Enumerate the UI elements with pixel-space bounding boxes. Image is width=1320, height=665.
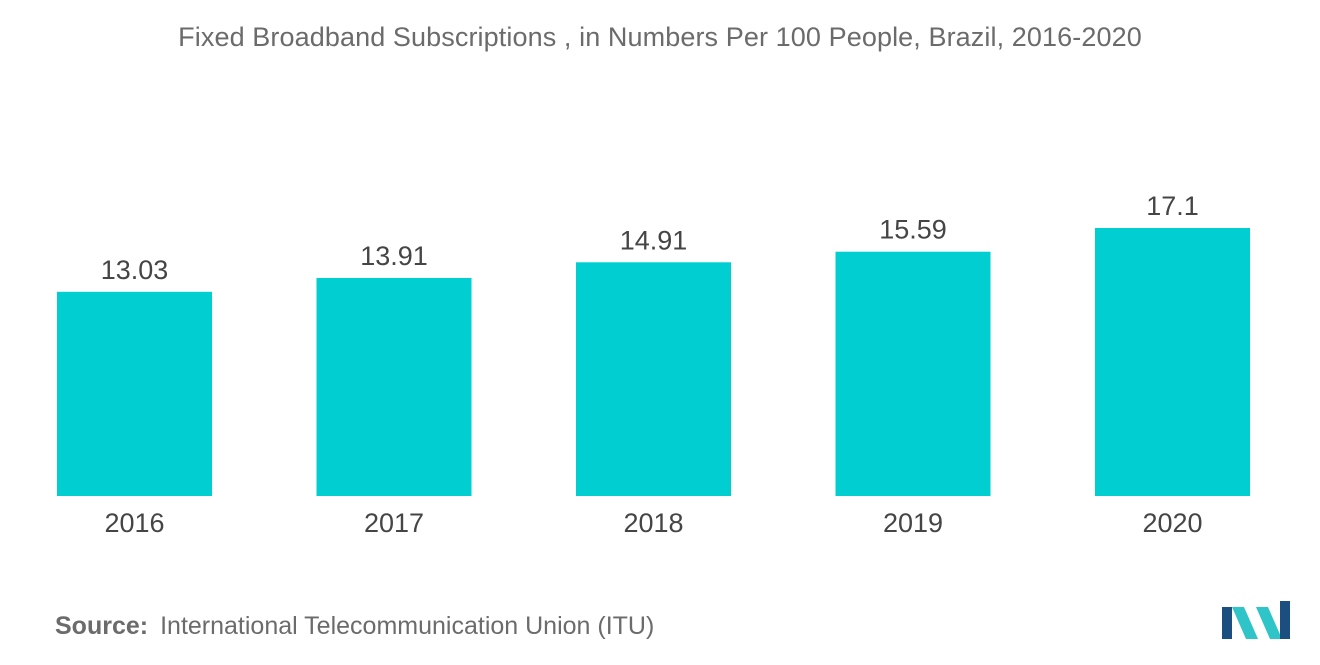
source-label: Source: [55, 612, 149, 640]
bars-group [57, 228, 1250, 496]
logo-right-diagonal [1256, 607, 1282, 639]
category-label-2019: 2019 [883, 508, 943, 538]
logo-right-stroke [1280, 601, 1290, 639]
value-label-2017: 13.91 [360, 241, 428, 271]
category-label-2018: 2018 [623, 508, 683, 538]
source-note: Source: International Telecommunication U… [55, 612, 654, 641]
bar-2019 [835, 251, 991, 496]
mordor-intelligence-logo-icon [1222, 601, 1290, 639]
category-label-2020: 2020 [1142, 508, 1202, 538]
category-label-2017: 2017 [364, 508, 424, 538]
source-text: International Telecommunication Union (I… [160, 612, 655, 640]
logo-left-stroke [1222, 607, 1232, 639]
category-labels-group: 2016 2017 2018 2019 2020 [104, 508, 1202, 538]
value-label-2020: 17.1 [1146, 191, 1199, 221]
value-labels-group: 13.03 13.91 14.91 15.59 17.1 [101, 191, 1199, 285]
category-label-2016: 2016 [104, 508, 164, 538]
value-label-2018: 14.91 [620, 225, 688, 255]
bar-2016 [57, 291, 212, 496]
logo-left-diagonal [1232, 607, 1258, 639]
bar-2017 [316, 278, 472, 496]
chart-title: Fixed Broadband Subscriptions , in Numbe… [178, 22, 1142, 52]
bar-2018 [576, 262, 731, 496]
value-label-2016: 13.03 [101, 255, 169, 285]
bar-2020 [1095, 228, 1250, 496]
value-label-2019: 15.59 [879, 215, 947, 245]
